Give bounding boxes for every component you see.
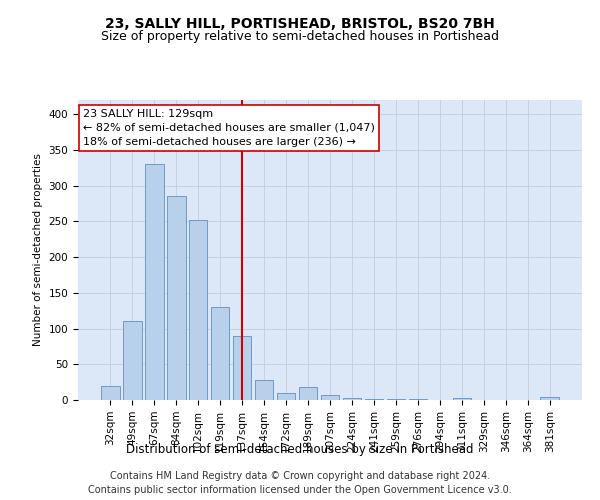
Text: 23 SALLY HILL: 129sqm
← 82% of semi-detached houses are smaller (1,047)
18% of s: 23 SALLY HILL: 129sqm ← 82% of semi-deta… xyxy=(83,109,375,147)
Y-axis label: Number of semi-detached properties: Number of semi-detached properties xyxy=(33,154,43,346)
Bar xyxy=(320,395,340,400)
Bar xyxy=(101,386,119,400)
Text: Size of property relative to semi-detached houses in Portishead: Size of property relative to semi-detach… xyxy=(101,30,499,43)
Bar xyxy=(452,398,471,400)
Bar xyxy=(167,196,185,400)
Bar xyxy=(277,393,295,400)
Text: 23, SALLY HILL, PORTISHEAD, BRISTOL, BS20 7BH: 23, SALLY HILL, PORTISHEAD, BRISTOL, BS2… xyxy=(105,18,495,32)
Text: Contains HM Land Registry data © Crown copyright and database right 2024.: Contains HM Land Registry data © Crown c… xyxy=(110,471,490,481)
Bar xyxy=(123,322,142,400)
Bar xyxy=(365,398,383,400)
Bar xyxy=(233,336,251,400)
Bar xyxy=(255,380,274,400)
Text: Distribution of semi-detached houses by size in Portishead: Distribution of semi-detached houses by … xyxy=(126,442,474,456)
Bar xyxy=(145,164,164,400)
Text: Contains public sector information licensed under the Open Government Licence v3: Contains public sector information licen… xyxy=(88,485,512,495)
Bar xyxy=(211,307,229,400)
Bar xyxy=(541,397,559,400)
Bar xyxy=(299,387,317,400)
Bar xyxy=(343,398,361,400)
Bar xyxy=(189,220,208,400)
